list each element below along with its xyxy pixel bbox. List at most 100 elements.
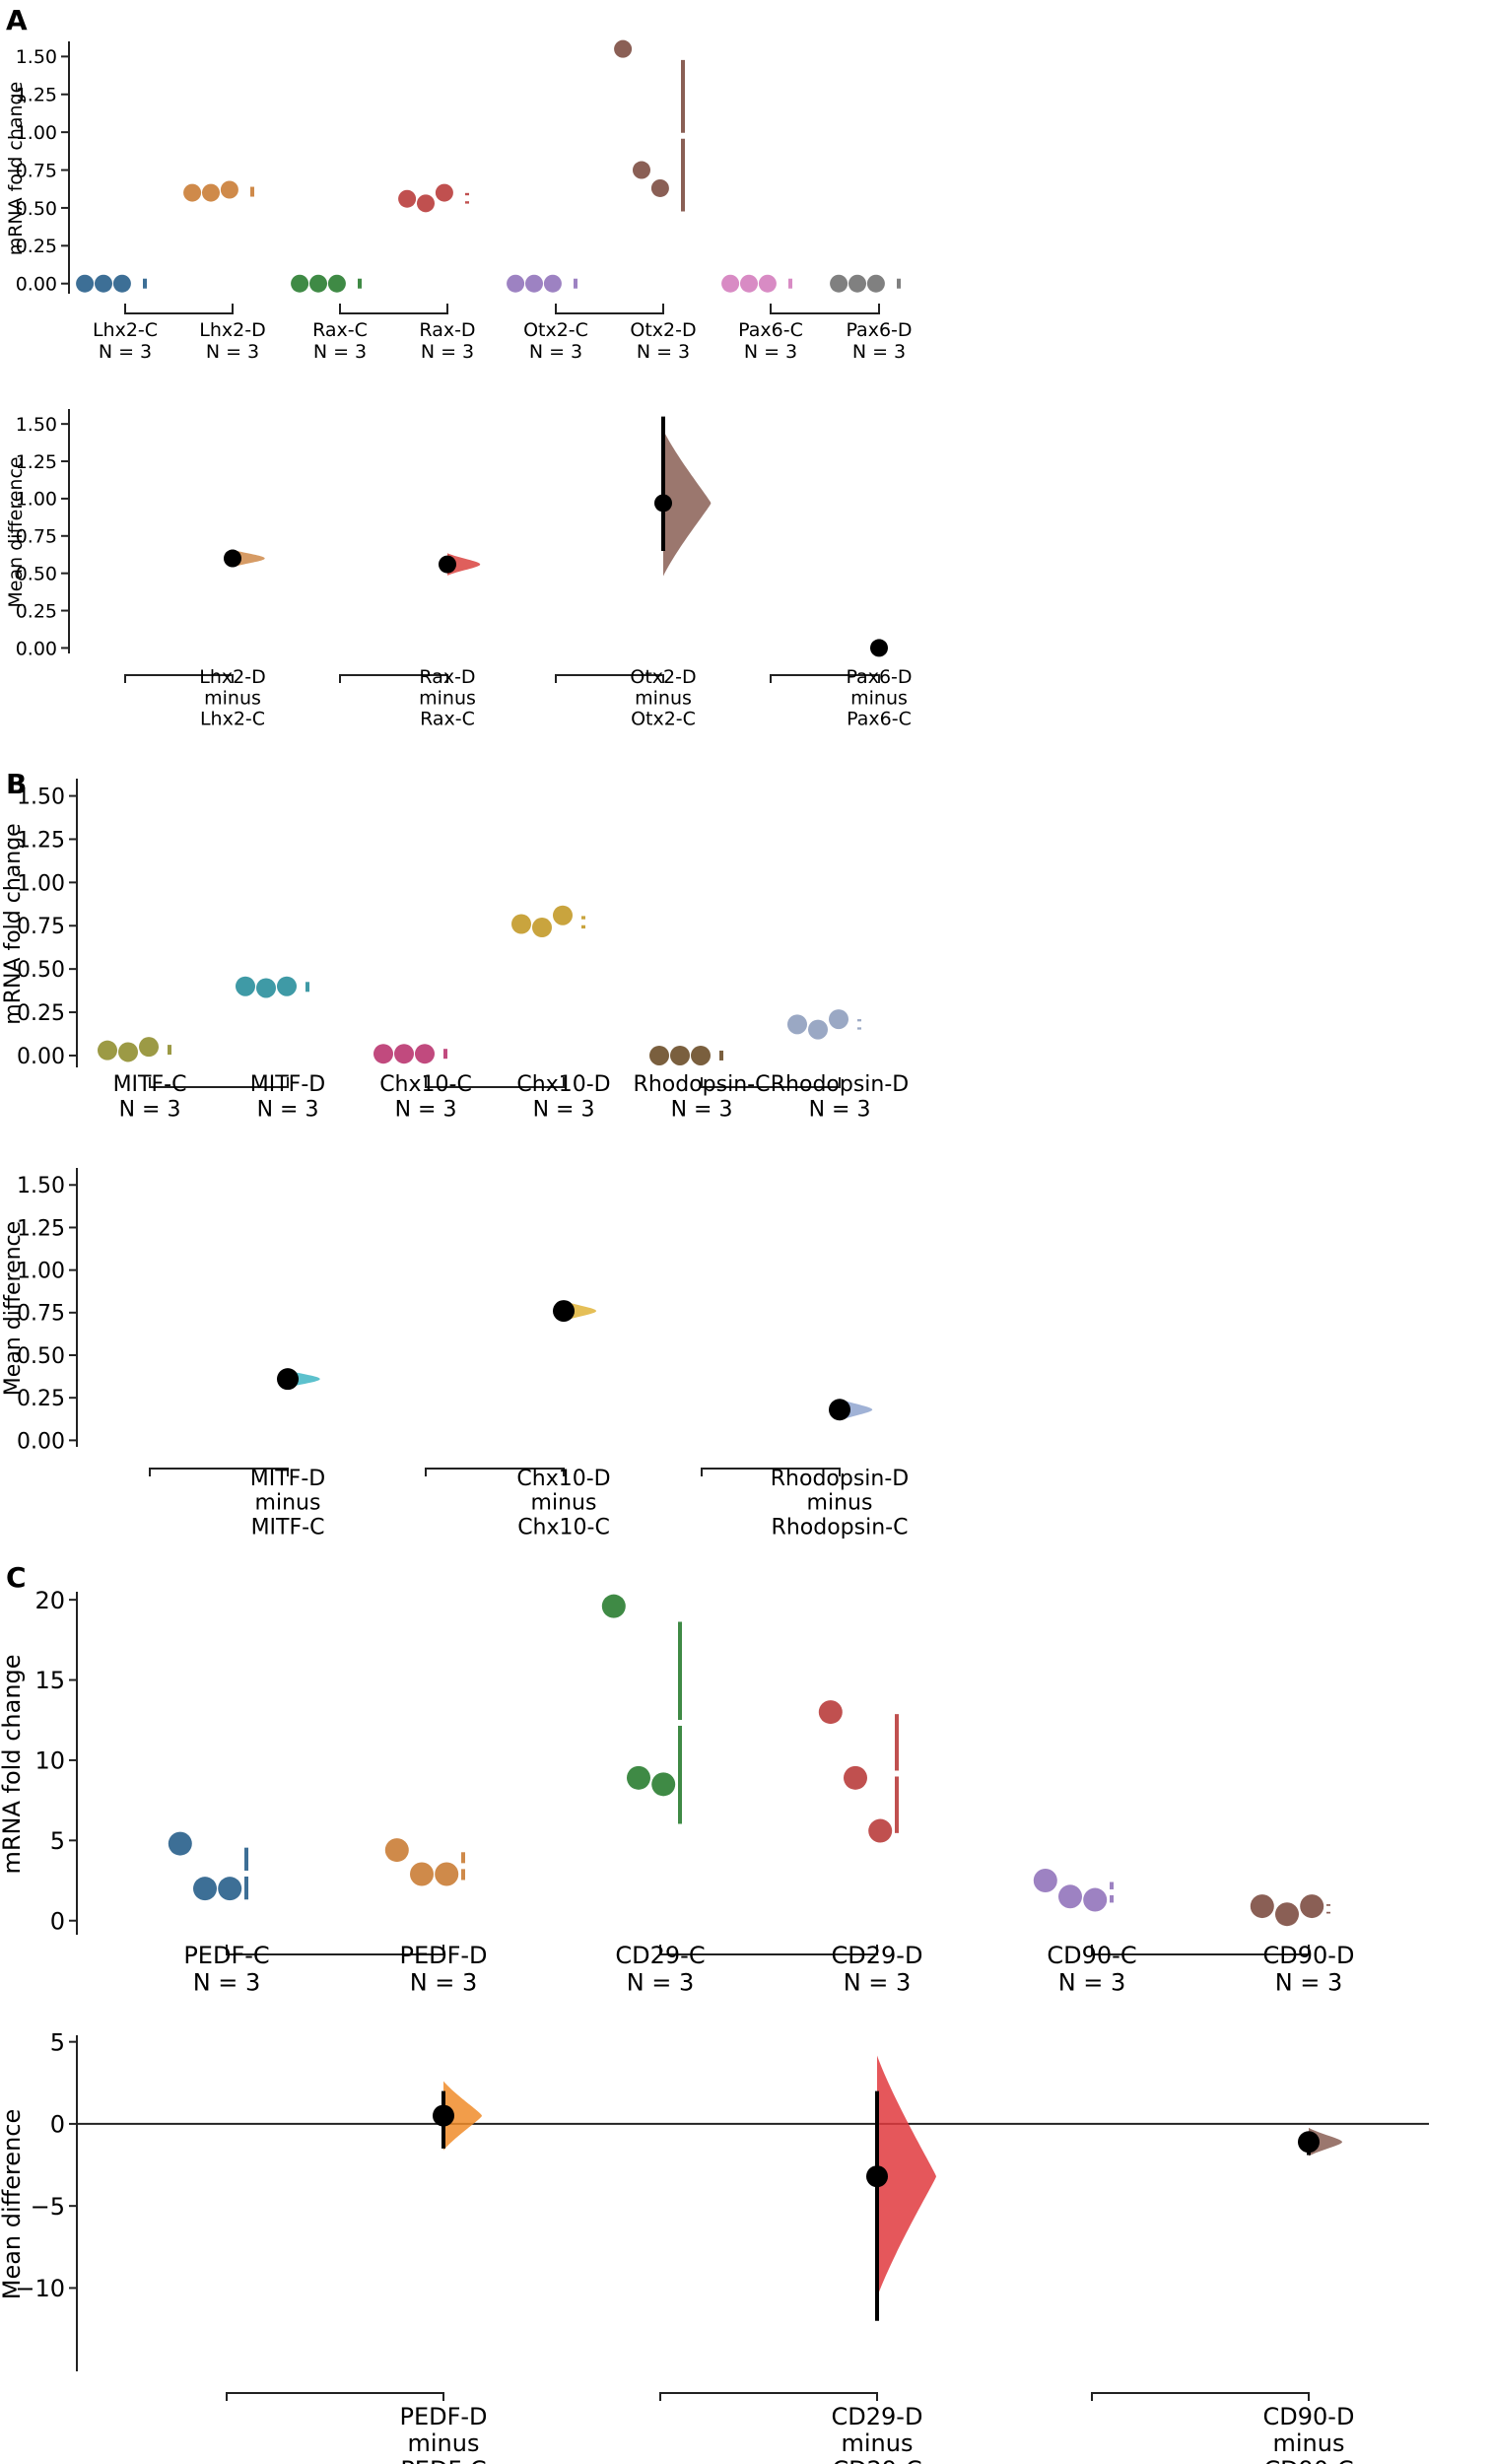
group-label: Chx10-C [379, 1072, 472, 1097]
bootstrap-distribution [447, 553, 481, 576]
group-bracket [339, 304, 448, 314]
y-tick-label: 0.50 [16, 564, 57, 585]
data-point [218, 1877, 242, 1901]
data-point [291, 274, 309, 293]
comparison-bracket [425, 1468, 565, 1476]
comparison-label: minus [635, 687, 692, 709]
comparison-label: minus [850, 687, 908, 709]
chart-B-swarm: 0.00 0.25 0.50 0.75 1.00 1.25 1.50 mRNA fold ch… [1, 779, 909, 1122]
comparison-label: CD29-D [832, 2403, 923, 2430]
data-point [98, 1040, 117, 1061]
mean-difference-point [277, 1368, 299, 1391]
y-tick-label: 0.25 [16, 600, 57, 622]
comparison-label: minus [204, 687, 261, 709]
data-point [511, 914, 531, 934]
data-point [525, 274, 543, 293]
y-tick-label: 5 [50, 1827, 65, 1855]
comparison-label: MITF-C [251, 1515, 325, 1540]
group-label: MITF-D [250, 1072, 325, 1097]
group-label: Lhx2-C [93, 319, 158, 341]
group-n-label: N = 3 [313, 341, 367, 363]
group-label: CD29-D [832, 1942, 923, 1969]
y-tick-label: 0.25 [17, 1001, 65, 1026]
comparison-label: Lhx2-C [200, 709, 265, 730]
group-label: Rax-C [312, 319, 368, 341]
group-bracket [425, 1077, 565, 1088]
comparison-label: Rax-D [419, 666, 475, 688]
y-tick-label: 0.50 [16, 198, 57, 220]
comparison-label: CD90-D [1263, 2403, 1355, 2430]
mean-difference-point [829, 1399, 850, 1421]
group-n-label: N = 3 [410, 1969, 478, 1997]
mean-difference-point [433, 2104, 454, 2127]
data-point [740, 274, 758, 293]
comparison-label: CD90-C [1263, 2456, 1353, 2464]
bootstrap-distribution [233, 549, 265, 568]
comparison-label: Pax6-C [847, 709, 912, 730]
group-n-label: N = 3 [206, 341, 259, 363]
y-tick-label: 1.25 [17, 1216, 65, 1241]
comparison-label: MITF-D [250, 1467, 325, 1491]
y-tick-label: 0.00 [16, 274, 57, 296]
data-point [202, 183, 220, 202]
panel-labels: A B C [6, 4, 28, 1594]
comparison-label: Rax-C [420, 709, 475, 730]
data-point [691, 1045, 711, 1065]
comparison-label: Rhodopsin-D [771, 1467, 909, 1491]
y-tick-label: 0.75 [16, 526, 57, 548]
data-point [721, 274, 740, 293]
data-point [95, 274, 112, 293]
comparison-label: Chx10-C [517, 1515, 610, 1540]
bootstrap-distribution [663, 430, 712, 577]
mean-difference-point [870, 639, 888, 657]
comparison-bracket [701, 1468, 841, 1476]
group-n-label: N = 3 [421, 341, 474, 363]
y-tick-label: 0.50 [17, 958, 65, 983]
y-tick-label: 20 [34, 1587, 65, 1614]
group-bracket [124, 304, 234, 314]
group-n-label: N = 3 [1275, 1969, 1343, 1997]
panel-label-C: C [6, 1561, 27, 1594]
y-tick-label: 5 [50, 2028, 65, 2056]
comparison-bracket [339, 674, 448, 683]
data-point [614, 39, 633, 58]
data-point [220, 180, 238, 199]
group-n-label: N = 3 [671, 1097, 733, 1122]
comparison-label: PEDF-C [400, 2456, 486, 2464]
data-point [435, 183, 453, 202]
comparison-label: minus [807, 1491, 873, 1516]
mean-difference-point [224, 549, 241, 568]
y-tick-label: 0.75 [16, 160, 57, 181]
data-point [168, 1831, 192, 1856]
plots: 0.00 0.25 0.50 0.75 1.00 1.25 1.50 mRNA fold ch… [0, 39, 1429, 2464]
data-point [1083, 1887, 1108, 1912]
data-point [327, 274, 346, 293]
y-tick-label: 1.50 [16, 46, 57, 68]
y-tick-label: 15 [34, 1667, 65, 1694]
y-axis-label: mRNA fold change [1, 823, 26, 1024]
group-label: Otx2-C [523, 319, 588, 341]
comparison-label: Chx10-D [516, 1467, 610, 1491]
y-axis-label: mRNA fold change [0, 1654, 26, 1874]
y-tick-label: 1.25 [16, 451, 57, 473]
data-point [277, 976, 297, 996]
panel-label-B: B [6, 768, 27, 800]
chart-B-mean-difference: 0.00 0.25 0.50 0.75 1.00 1.25 1.50 Mean differe… [1, 1168, 909, 1540]
group-n-label: N = 3 [809, 1097, 871, 1122]
data-point [1058, 1884, 1082, 1909]
data-point [507, 274, 525, 293]
y-tick-label: 0 [50, 1907, 65, 1935]
group-label: CD29-C [615, 1942, 705, 1969]
y-tick-label: 0 [50, 2111, 65, 2139]
group-bracket [1091, 1945, 1310, 1955]
comparison-bracket [555, 674, 664, 683]
group-n-label: N = 3 [844, 1969, 912, 1997]
y-tick-label: 0.75 [17, 1302, 65, 1327]
comparison-label: minus [842, 2430, 914, 2457]
group-label: Rax-D [419, 319, 475, 341]
group-n-label: N = 3 [99, 341, 152, 363]
mean-difference-point [654, 494, 672, 513]
